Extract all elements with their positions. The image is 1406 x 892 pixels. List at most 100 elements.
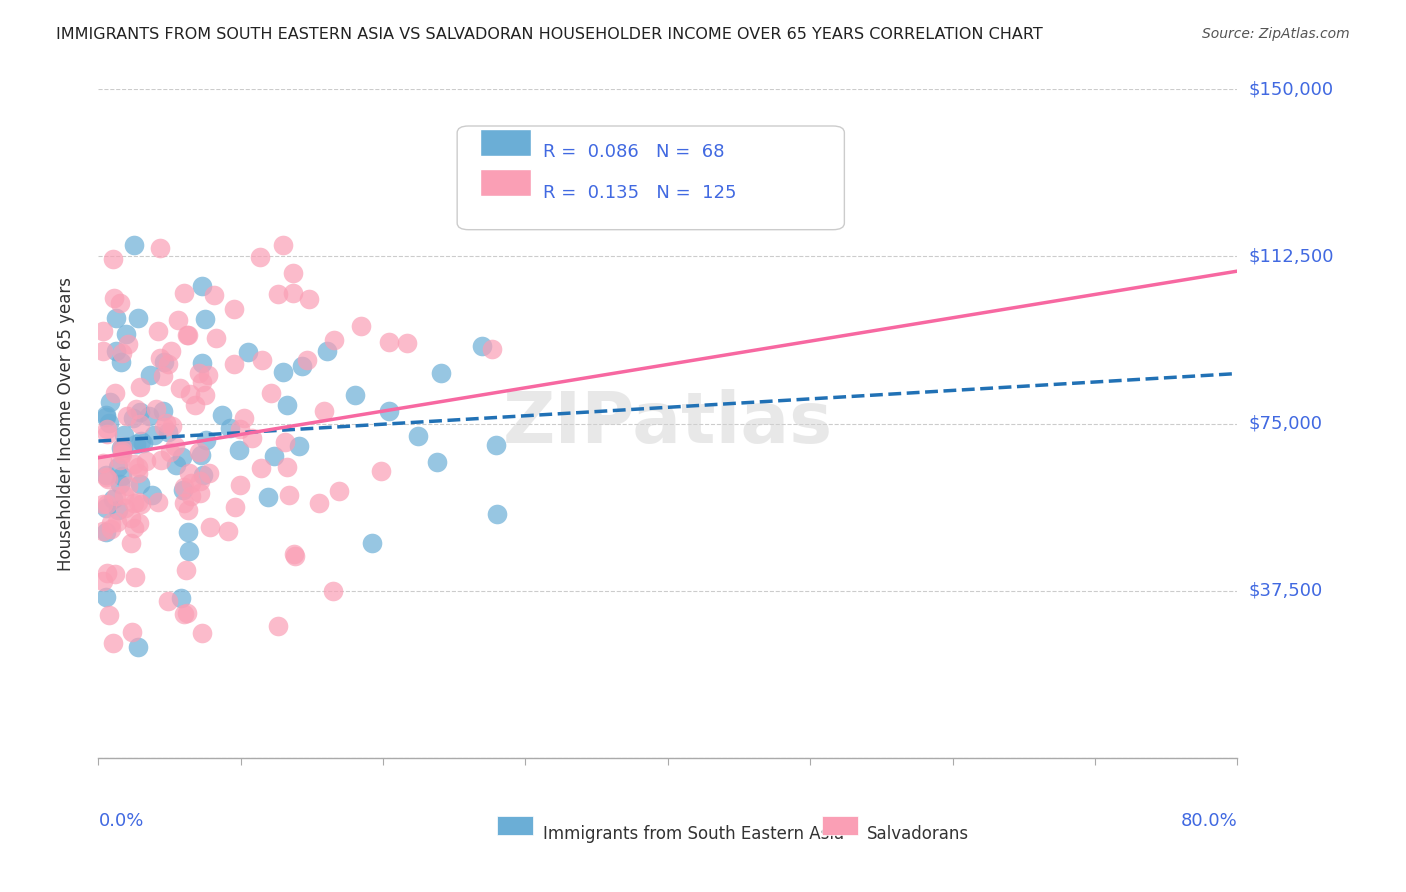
Point: [430, 366, 453, 380]
Point: [91, 324, 114, 338]
Point: [127, 640, 149, 654]
Point: [188, 485, 211, 500]
Point: [191, 279, 214, 293]
Point: [94, 409, 117, 424]
FancyBboxPatch shape: [498, 816, 533, 835]
Point: [94, 590, 117, 604]
Point: [94, 470, 117, 484]
Point: [121, 624, 143, 639]
Point: [323, 333, 346, 347]
Point: [94, 524, 117, 539]
Point: [114, 500, 136, 515]
Point: [112, 441, 135, 455]
Point: [127, 311, 149, 326]
Point: [156, 594, 179, 608]
Point: [103, 252, 125, 267]
Text: IMMIGRANTS FROM SOUTH EASTERN ASIA VS SALVADORAN HOUSEHOLDER INCOME OVER 65 YEAR: IMMIGRANTS FROM SOUTH EASTERN ASIA VS SA…: [56, 27, 1043, 42]
Point: [104, 567, 127, 582]
Point: [187, 445, 209, 459]
Point: [204, 331, 226, 345]
Point: [276, 398, 298, 412]
Text: $75,000: $75,000: [1249, 415, 1323, 433]
Point: [112, 428, 135, 442]
Point: [98, 395, 121, 409]
Point: [103, 636, 125, 650]
Text: $112,500: $112,500: [1249, 247, 1334, 266]
Point: [173, 285, 195, 300]
Point: [173, 480, 195, 494]
Point: [104, 310, 127, 325]
Point: [281, 267, 304, 281]
Point: [228, 442, 250, 457]
Point: [176, 524, 198, 539]
Point: [471, 339, 494, 353]
Point: [153, 420, 176, 434]
Y-axis label: Householder Income Over 65 years: Householder Income Over 65 years: [56, 277, 75, 571]
Point: [266, 619, 288, 633]
Point: [149, 241, 172, 255]
Point: [188, 366, 211, 380]
Point: [177, 328, 200, 343]
Text: $150,000: $150,000: [1249, 80, 1333, 98]
Point: [229, 422, 252, 436]
Point: [125, 401, 148, 416]
Point: [378, 334, 401, 349]
Point: [108, 453, 131, 467]
Point: [128, 476, 150, 491]
Point: [288, 439, 311, 453]
Point: [129, 380, 152, 394]
Point: [298, 292, 321, 306]
Point: [284, 549, 307, 563]
Point: [165, 458, 187, 472]
Point: [103, 291, 125, 305]
Point: [127, 495, 149, 509]
FancyBboxPatch shape: [821, 816, 858, 835]
Point: [107, 460, 129, 475]
Point: [110, 441, 132, 455]
Point: [91, 574, 114, 588]
Point: [191, 356, 214, 370]
Point: [128, 405, 150, 419]
Point: [395, 335, 418, 350]
Point: [125, 437, 148, 451]
Point: [312, 404, 335, 418]
Point: [91, 524, 114, 539]
FancyBboxPatch shape: [479, 169, 531, 196]
Point: [343, 388, 366, 402]
Text: Source: ZipAtlas.com: Source: ZipAtlas.com: [1202, 27, 1350, 41]
Point: [153, 355, 176, 369]
Point: [406, 429, 429, 443]
Point: [260, 385, 283, 400]
Point: [426, 455, 449, 469]
Point: [96, 498, 118, 512]
Point: [156, 425, 179, 440]
Point: [112, 488, 135, 502]
Point: [190, 448, 212, 462]
Point: [276, 459, 298, 474]
Point: [120, 511, 142, 525]
Point: [143, 428, 166, 442]
Point: [110, 447, 132, 461]
Point: [180, 475, 202, 490]
Point: [167, 313, 190, 327]
Point: [160, 418, 183, 433]
Point: [271, 365, 294, 379]
Point: [155, 416, 177, 430]
Point: [94, 408, 117, 422]
Point: [105, 489, 128, 503]
Point: [129, 496, 152, 510]
Point: [122, 521, 145, 535]
Point: [360, 536, 382, 550]
Point: [190, 474, 212, 488]
Point: [152, 404, 174, 418]
Point: [156, 357, 179, 371]
Point: [96, 427, 118, 442]
Text: Immigrants from South Eastern Asia: Immigrants from South Eastern Asia: [543, 825, 844, 843]
Point: [163, 439, 186, 453]
Point: [191, 375, 214, 389]
Point: [173, 496, 195, 510]
Point: [194, 311, 217, 326]
Point: [191, 468, 214, 483]
Text: $37,500: $37,500: [1249, 582, 1323, 600]
Point: [127, 459, 149, 474]
